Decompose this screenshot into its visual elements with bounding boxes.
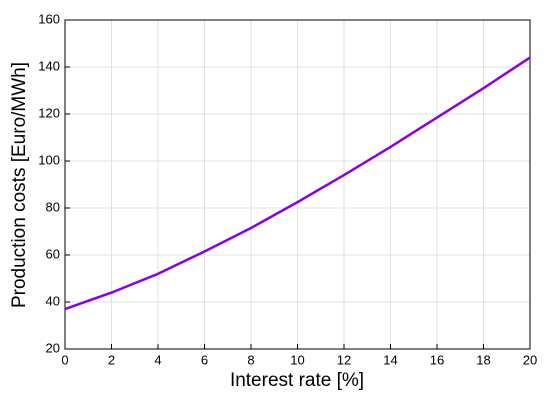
x-tick-label: 12 bbox=[337, 352, 351, 367]
x-tick-label: 0 bbox=[61, 352, 68, 367]
x-tick-label: 20 bbox=[523, 352, 537, 367]
y-tick-label: 20 bbox=[46, 340, 60, 355]
y-axis-label: Production costs [Euro/MWh] bbox=[9, 62, 30, 308]
x-tick-label: 2 bbox=[108, 352, 115, 367]
x-tick-label: 10 bbox=[290, 352, 304, 367]
y-tick-label: 160 bbox=[38, 11, 60, 26]
y-tick-label: 100 bbox=[38, 152, 60, 167]
x-tick-label: 14 bbox=[383, 352, 397, 367]
x-axis-label: Interest rate [%] bbox=[230, 370, 364, 391]
x-tick-label: 4 bbox=[154, 352, 161, 367]
x-tick-label: 8 bbox=[247, 352, 254, 367]
y-tick-label: 40 bbox=[46, 293, 60, 308]
y-tick-label: 80 bbox=[46, 199, 60, 214]
y-tick-label: 140 bbox=[38, 58, 60, 73]
plot-frame bbox=[64, 19, 531, 350]
y-tick-label: 120 bbox=[38, 105, 60, 120]
x-tick-label: 6 bbox=[201, 352, 208, 367]
y-tick-label: 60 bbox=[46, 246, 60, 261]
x-tick-label: 18 bbox=[476, 352, 490, 367]
line bbox=[64, 56, 531, 311]
x-tick-label: 16 bbox=[430, 352, 444, 367]
